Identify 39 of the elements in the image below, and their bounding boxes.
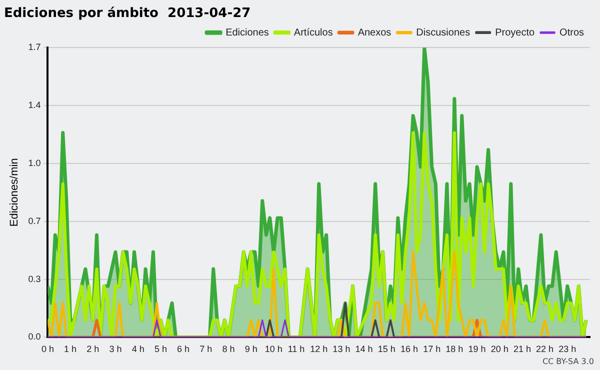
y-tick-label: 0.3: [28, 274, 41, 284]
x-tick-label: 23 h: [558, 344, 576, 354]
x-tick-label: 11 h: [288, 344, 305, 354]
y-tick-label: 0.7: [28, 216, 41, 226]
x-tick-label: 5 h: [154, 344, 167, 354]
legend-label: Discusiones: [416, 27, 470, 38]
x-tick-label: 15 h: [378, 344, 396, 354]
x-tick-label: 14 h: [355, 344, 373, 354]
legend-label: Otros: [560, 27, 584, 38]
x-tick-label: 4 h: [132, 344, 144, 354]
x-tick-label: 16 h: [400, 344, 418, 354]
x-tick-label: 9 h: [244, 344, 258, 354]
x-tick-label: 19 h: [468, 344, 486, 354]
x-tick-label: 12 h: [310, 344, 328, 354]
legend-label: Proyecto: [495, 27, 535, 38]
x-tick-label: 1 h: [64, 344, 77, 354]
legend-label: Ediciones: [226, 27, 269, 38]
x-tick-label: 0 h: [41, 344, 54, 354]
y-tick-label: 1.7: [28, 42, 41, 52]
y-tick-label: 0.0: [28, 332, 41, 342]
x-tick-label: 13 h: [332, 344, 350, 354]
y-tick-label: 1.0: [28, 158, 41, 168]
x-tick-label: 8 h: [222, 344, 235, 354]
legend-label: Anexos: [358, 27, 392, 38]
x-tick-label: 18 h: [446, 344, 464, 354]
x-tick-label: 10 h: [264, 344, 282, 354]
x-tick-label: 2 h: [86, 344, 100, 354]
text: CC BY-SA 3.0: [542, 357, 594, 366]
y-tick-label: 1.4: [28, 100, 41, 110]
x-tick-label: 21 h: [513, 344, 531, 354]
x-tick-label: 6 h: [177, 344, 190, 354]
x-tick-label: 22 h: [536, 344, 554, 354]
legend-label: Artículos: [294, 27, 333, 38]
y-axis-title: Ediciones/min: [8, 158, 21, 227]
x-tick-label: 17 h: [423, 344, 441, 354]
x-tick-label: 3 h: [109, 344, 122, 354]
x-tick-label: 20 h: [490, 344, 508, 354]
x-tick-label: 7 h: [200, 344, 212, 354]
chart-title: Ediciones por ámbito 2013-04-27: [4, 6, 251, 22]
